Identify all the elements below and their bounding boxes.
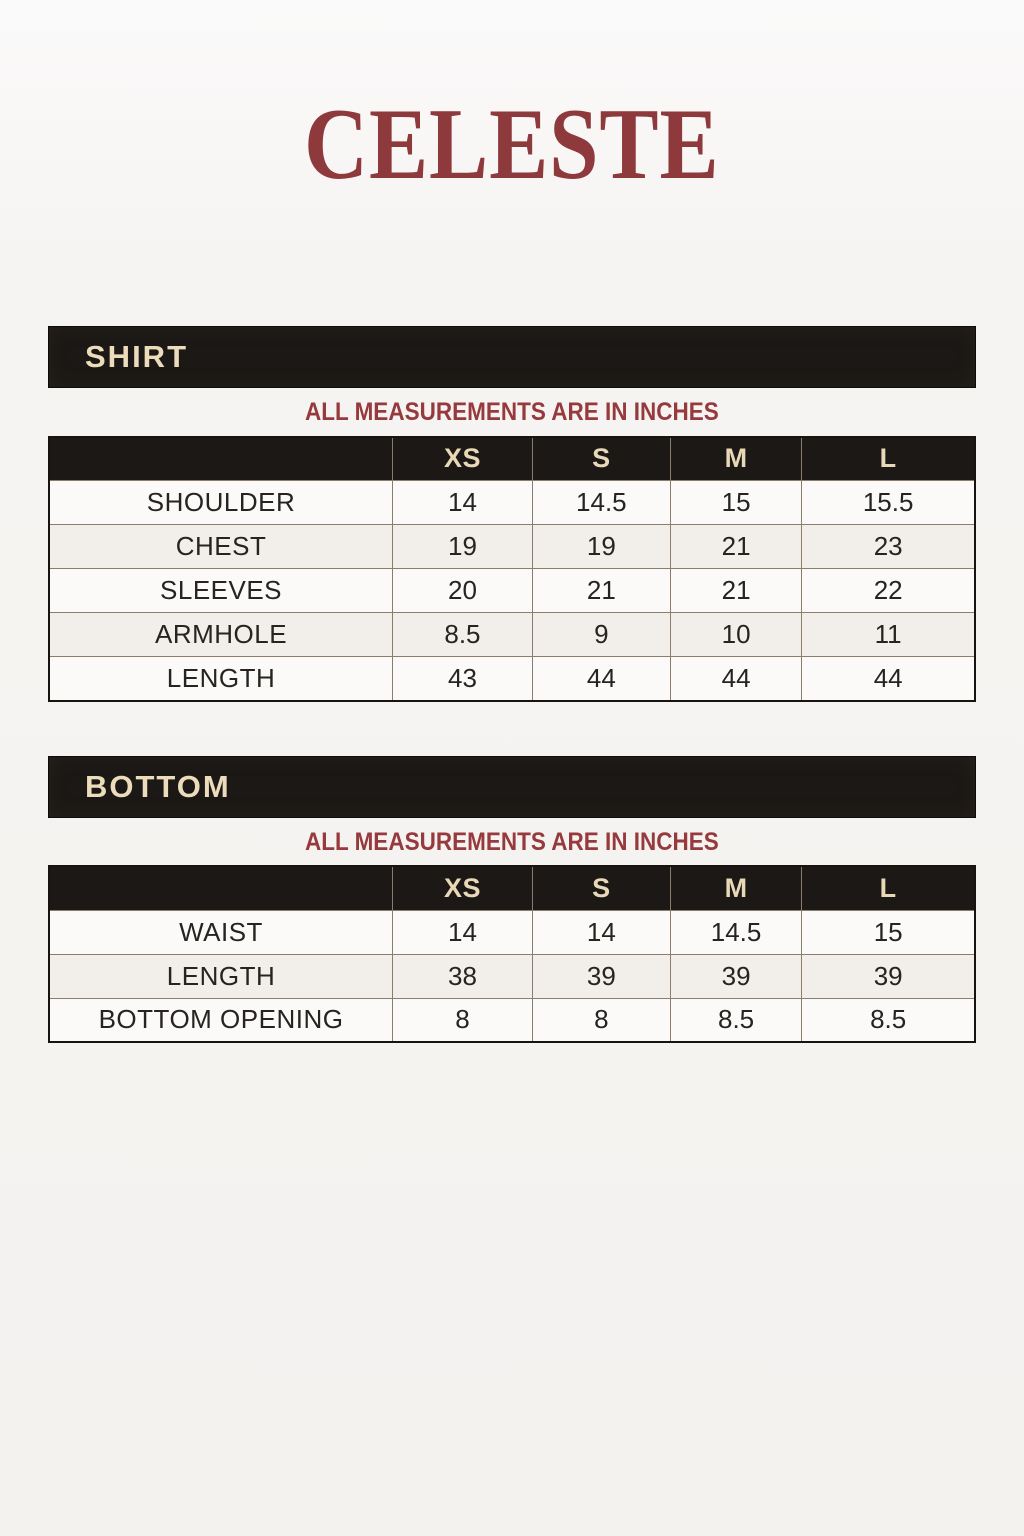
cell-value: 38 xyxy=(392,953,533,999)
size-column-header-xs: XS xyxy=(392,865,533,911)
row-label: SHOULDER xyxy=(48,480,394,525)
cell-value: 14.5 xyxy=(531,480,671,525)
row-label: LENGTH xyxy=(48,656,394,701)
cell-value: 21 xyxy=(531,568,671,613)
table-row-waist: WAIST 14 14 14.5 15 xyxy=(48,909,976,955)
row-label: WAIST xyxy=(48,909,394,955)
brand-title-text: CELESTE xyxy=(304,88,720,201)
cell-value: 15.5 xyxy=(801,480,976,525)
cell-value: 14.5 xyxy=(669,909,803,955)
cell-value: 43 xyxy=(392,656,533,701)
bottom-units-note: ALL MEASUREMENTS ARE IN INCHES xyxy=(48,827,976,857)
size-column-header-xs: XS xyxy=(392,436,533,481)
shirt-units-note: ALL MEASUREMENTS ARE IN INCHES xyxy=(48,398,976,427)
measurement-column-header xyxy=(48,436,394,481)
shirt-section-header: SHIRT xyxy=(48,326,976,388)
row-label: LENGTH xyxy=(48,953,394,999)
cell-value: 10 xyxy=(669,612,803,657)
cell-value: 39 xyxy=(531,953,671,999)
cell-value: 22 xyxy=(801,568,976,613)
cell-value: 39 xyxy=(669,953,803,999)
table-row-bottom-opening: BOTTOM OPENING 8 8 8.5 8.5 xyxy=(48,997,976,1043)
section-bottom: BOTTOM ALL MEASUREMENTS ARE IN INCHES XS… xyxy=(48,755,976,1043)
cell-value: 44 xyxy=(801,656,976,701)
cell-value: 15 xyxy=(669,480,803,525)
size-column-header-l: L xyxy=(801,436,976,481)
cell-value: 8 xyxy=(531,997,671,1043)
table-row-bottom-length: LENGTH 38 39 39 39 xyxy=(48,953,976,999)
cell-value: 8.5 xyxy=(801,997,976,1043)
cell-value: 14 xyxy=(392,480,533,525)
shirt-table-header-row: XS S M L xyxy=(48,436,976,481)
shirt-section-label: SHIRT xyxy=(85,339,188,374)
table-row-length: LENGTH 43 44 44 44 xyxy=(48,656,976,701)
cell-value: 19 xyxy=(531,524,671,569)
cell-value: 39 xyxy=(801,953,976,999)
cell-value: 20 xyxy=(392,568,533,613)
brand-title: CELESTE xyxy=(0,0,1024,196)
bottom-section-header: BOTTOM xyxy=(48,755,976,818)
size-column-header-l: L xyxy=(801,865,976,911)
table-row-shoulder: SHOULDER 14 14.5 15 15.5 xyxy=(48,480,976,525)
size-column-header-s: S xyxy=(531,436,671,481)
cell-value: 14 xyxy=(392,909,533,955)
shirt-size-table: XS S M L SHOULDER 14 14.5 15 15.5 xyxy=(48,435,976,702)
cell-value: 21 xyxy=(669,568,803,613)
cell-value: 8.5 xyxy=(669,997,803,1043)
bottom-section-label: BOTTOM xyxy=(85,768,231,804)
cell-value: 15 xyxy=(801,909,976,955)
shirt-units-note-text: ALL MEASUREMENTS ARE IN INCHES xyxy=(305,398,719,426)
cell-value: 14 xyxy=(531,909,671,955)
cell-value: 44 xyxy=(531,656,671,701)
content-area: SHIRT ALL MEASUREMENTS ARE IN INCHES XS … xyxy=(48,326,976,1043)
cell-value: 21 xyxy=(669,524,803,569)
table-row-sleeves: SLEEVES 20 21 21 22 xyxy=(48,568,976,613)
table-row-chest: CHEST 19 19 21 23 xyxy=(48,524,976,569)
cell-value: 8.5 xyxy=(392,612,533,657)
cell-value: 23 xyxy=(801,524,976,569)
size-column-header-s: S xyxy=(531,865,671,911)
bottom-units-note-text: ALL MEASUREMENTS ARE IN INCHES xyxy=(305,827,719,856)
cell-value: 19 xyxy=(392,524,533,569)
cell-value: 8 xyxy=(392,997,533,1043)
row-label: BOTTOM OPENING xyxy=(48,997,394,1043)
row-label: CHEST xyxy=(48,524,394,569)
section-shirt: SHIRT ALL MEASUREMENTS ARE IN INCHES XS … xyxy=(48,326,976,702)
row-label: ARMHOLE xyxy=(48,612,394,657)
size-column-header-m: M xyxy=(669,436,803,481)
bottom-table-header-row: XS S M L xyxy=(48,865,976,911)
table-row-armhole: ARMHOLE 8.5 9 10 11 xyxy=(48,612,976,657)
row-label: SLEEVES xyxy=(48,568,394,613)
bottom-size-table: XS S M L WAIST 14 14 14.5 15 L xyxy=(48,865,976,1043)
cell-value: 11 xyxy=(801,612,976,657)
cell-value: 9 xyxy=(531,612,671,657)
measurement-column-header xyxy=(48,865,394,911)
size-column-header-m: M xyxy=(669,865,803,911)
cell-value: 44 xyxy=(669,656,803,701)
